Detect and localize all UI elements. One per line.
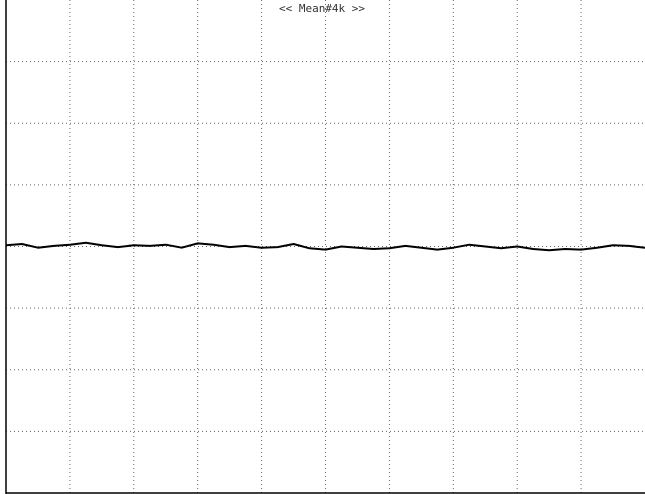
chart-title: << Mean#4k >>	[279, 2, 365, 15]
chart-grid	[6, 0, 645, 493]
series-trace	[5, 241, 645, 252]
